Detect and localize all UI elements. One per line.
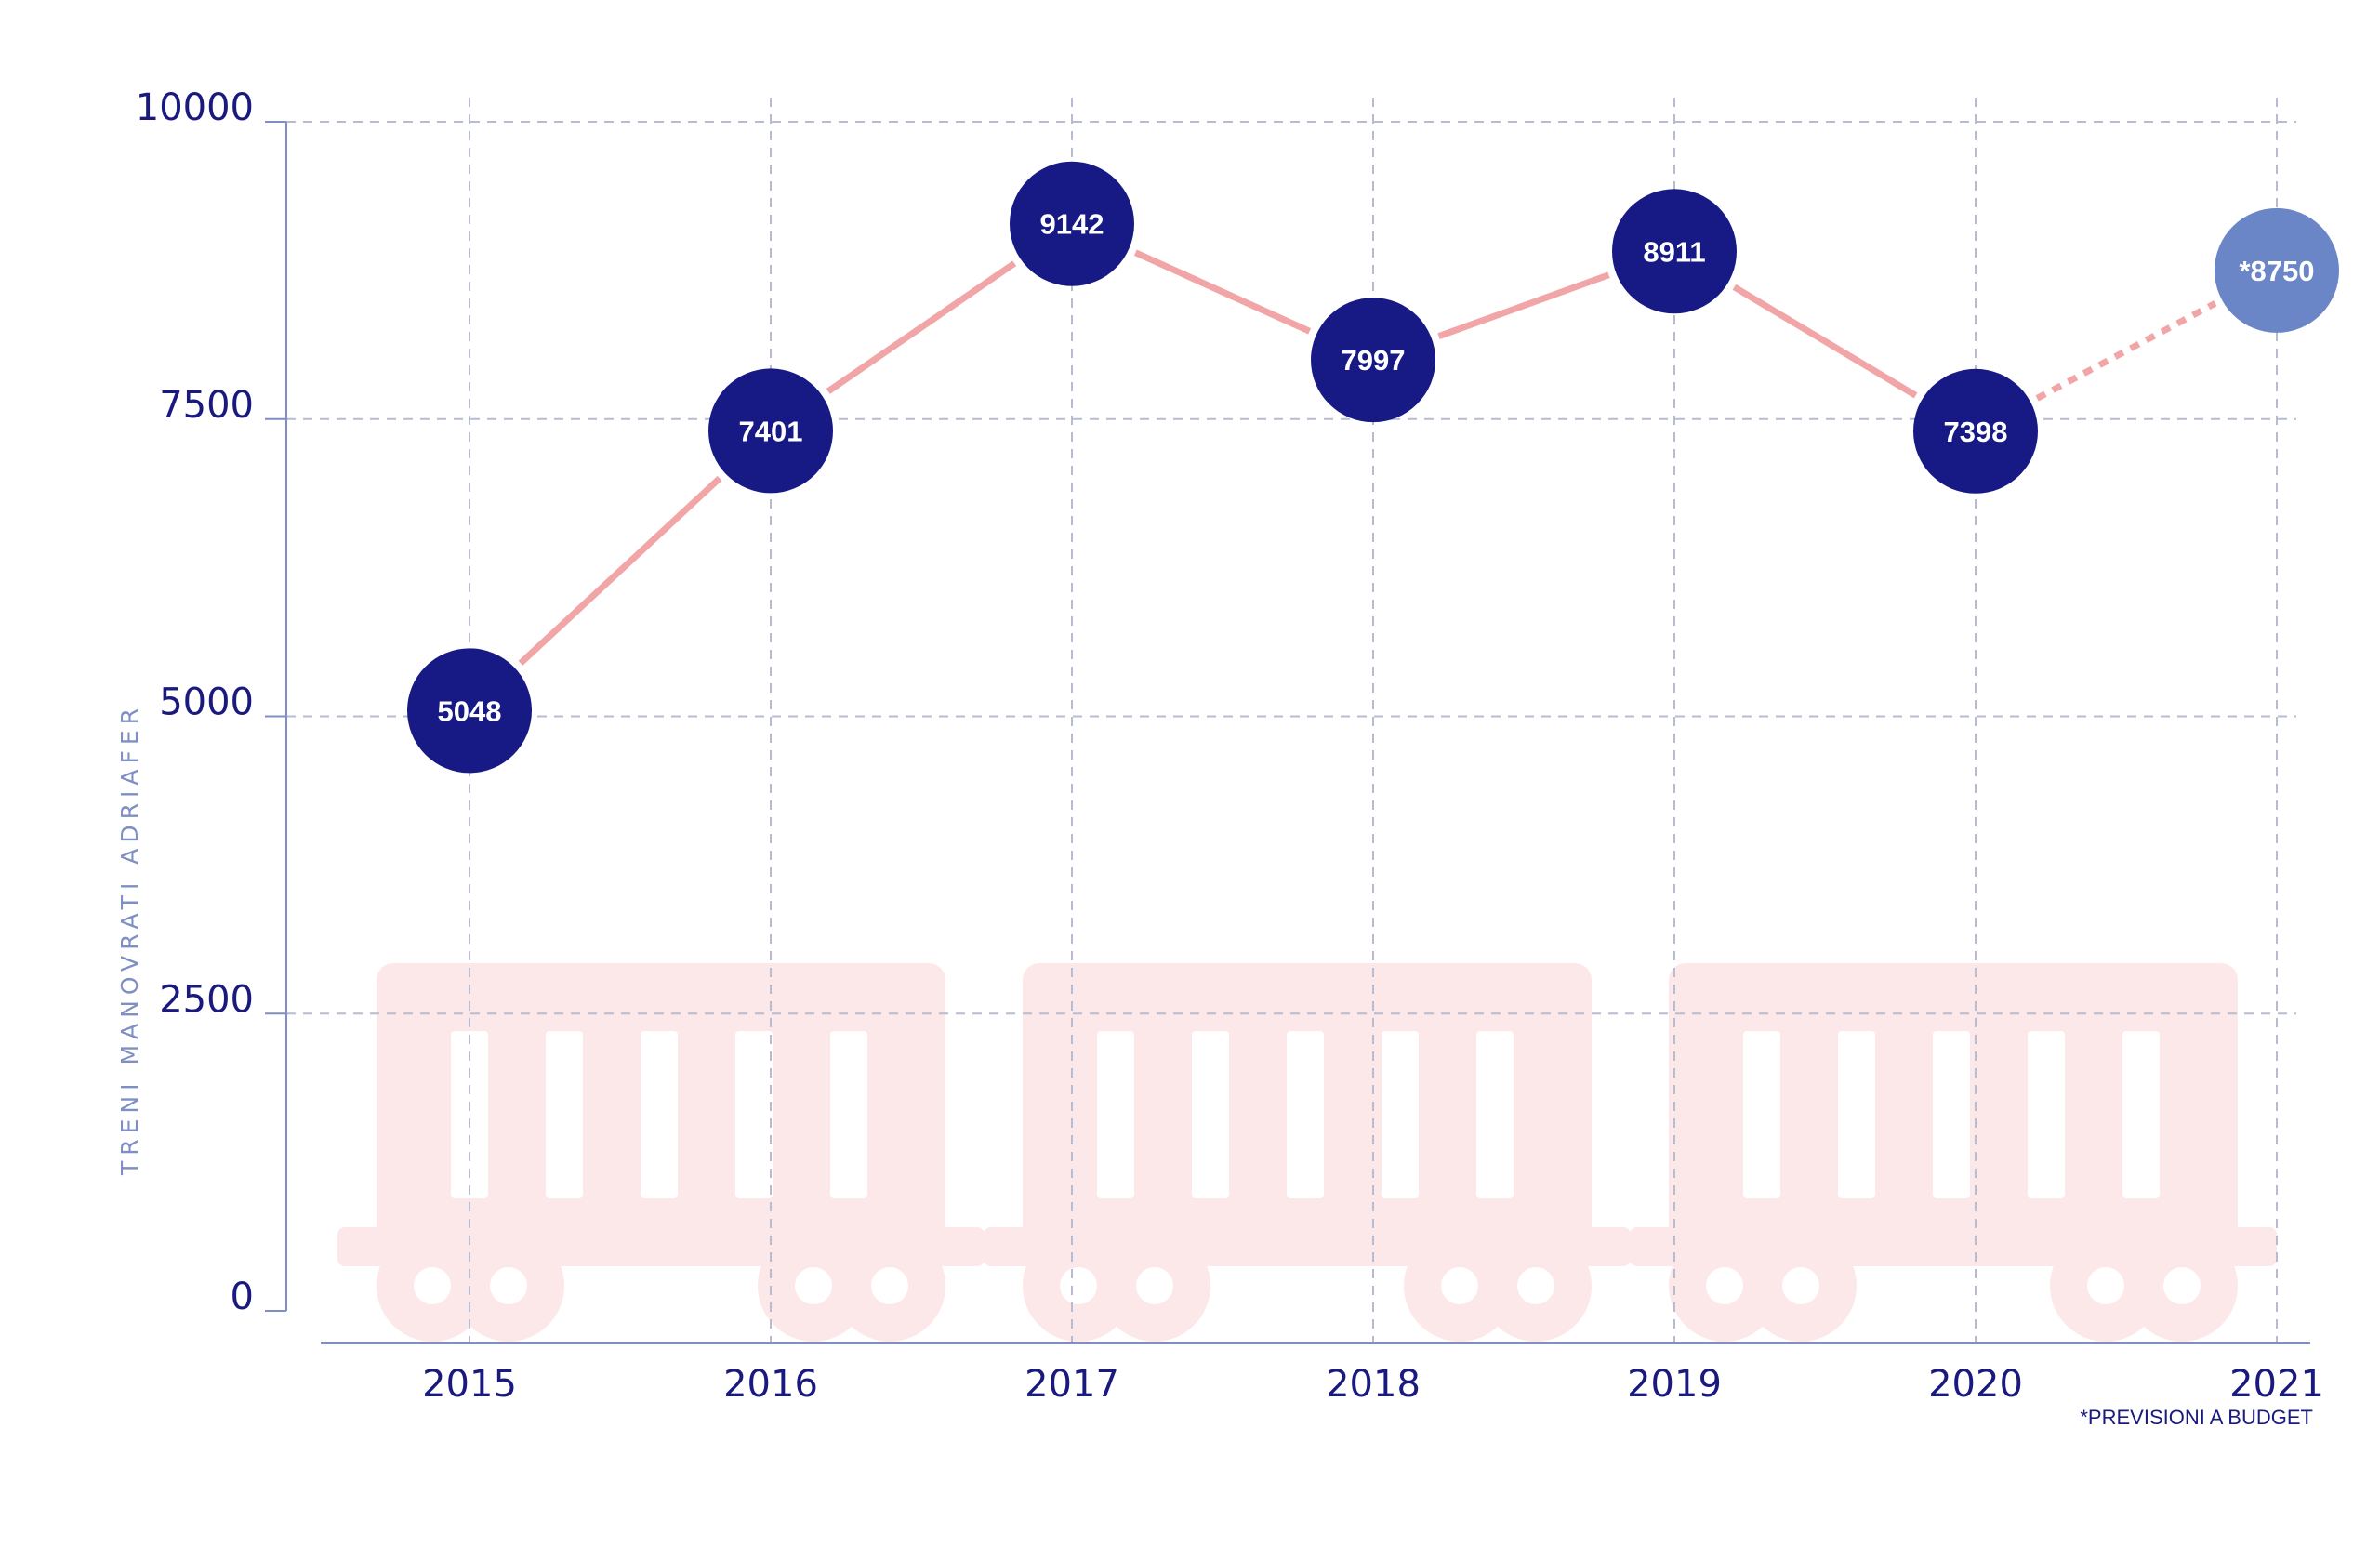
data-label: 8911 — [1643, 235, 1705, 268]
wheel-hub — [414, 1267, 451, 1304]
y-tick-label: 2500 — [159, 978, 254, 1021]
line-segment — [518, 475, 722, 666]
line-segment — [1133, 249, 1312, 335]
wheel-hub — [490, 1267, 527, 1304]
wagon-slat — [1192, 1031, 1229, 1198]
data-label: 7398 — [1944, 416, 2008, 448]
y-axis-label: TRENI MANOVRATI ADRIAFER — [116, 703, 143, 1176]
x-tick-label: 2015 — [422, 1363, 517, 1406]
point-marker — [1612, 189, 1737, 314]
wagon-slat — [1287, 1031, 1324, 1198]
y-tick-label: 0 — [231, 1276, 254, 1318]
wagon — [337, 963, 985, 1342]
wagon-slat — [735, 1031, 773, 1198]
wheel-hub — [1517, 1267, 1554, 1304]
data-label: 9142 — [1040, 208, 1104, 241]
series-line — [518, 249, 2217, 666]
wagon-slat — [1382, 1031, 1419, 1198]
line-segment — [1437, 271, 1610, 340]
point-marker — [1913, 368, 2038, 494]
point-marker — [407, 648, 532, 774]
wagon-slat — [2028, 1031, 2065, 1198]
data-label: *8750 — [2239, 255, 2314, 287]
y-tick-label: 7500 — [159, 384, 254, 427]
line-segment — [1732, 284, 1918, 399]
wheel-hub — [2163, 1267, 2201, 1304]
wagon-slat — [451, 1031, 488, 1198]
wagon-slat — [1097, 1031, 1134, 1198]
wagon-slat — [1838, 1031, 1875, 1198]
wagon-slat — [1743, 1031, 1780, 1198]
forecast-point: *8750 — [2215, 207, 2339, 333]
wheel-hub — [795, 1267, 832, 1304]
data-point: 7398 — [1913, 368, 2038, 494]
wagon-slat — [1476, 1031, 1514, 1198]
wheel-hub — [1060, 1267, 1097, 1304]
footnote: *PREVISIONI A BUDGET — [2080, 1406, 2313, 1429]
wheel-hub — [1441, 1267, 1478, 1304]
data-point: 7997 — [1311, 298, 1435, 423]
data-points: 5048 7401 9142 7997 8911 7398 *8750 — [407, 161, 2339, 774]
wagon-slat — [830, 1031, 867, 1198]
data-label: 5048 — [438, 694, 502, 727]
wheel-hub — [1782, 1267, 1819, 1304]
wagon-slat — [641, 1031, 678, 1198]
x-tick-labels: 2015 2016 2017 2018 2019 2020 2021 — [422, 1363, 2324, 1406]
line-segment — [826, 260, 1017, 394]
x-tick-label: 2021 — [2229, 1363, 2324, 1406]
wheel-hub — [871, 1267, 908, 1304]
wheel-hub — [1706, 1267, 1743, 1304]
x-tick-label: 2020 — [1928, 1363, 2023, 1406]
x-tick-label: 2019 — [1627, 1363, 1722, 1406]
data-point: 9142 — [1010, 161, 1134, 286]
data-label: 7997 — [1342, 344, 1406, 377]
point-marker — [708, 368, 833, 494]
forecast-segment — [2035, 300, 2217, 402]
point-marker — [1311, 298, 1435, 423]
train-illustration — [337, 963, 2277, 1342]
y-tick-label: 10000 — [136, 86, 254, 129]
axes — [265, 121, 2310, 1344]
data-label: 7401 — [739, 415, 803, 447]
data-point: 5048 — [407, 648, 532, 774]
wagon — [1630, 963, 2277, 1342]
data-point: 7401 — [708, 368, 833, 494]
x-tick-label: 2017 — [1025, 1363, 1119, 1406]
y-tick-labels: 0 2500 5000 7500 10000 — [136, 86, 254, 1318]
point-marker — [2215, 207, 2339, 333]
wagon-slat — [2122, 1031, 2160, 1198]
x-tick-label: 2016 — [723, 1363, 818, 1406]
wagon — [984, 963, 1631, 1342]
y-tick-label: 5000 — [159, 681, 254, 724]
wheel-hub — [1136, 1267, 1173, 1304]
data-point: 8911 — [1612, 189, 1737, 314]
x-tick-label: 2018 — [1326, 1363, 1421, 1406]
wagon-slat — [1933, 1031, 1970, 1198]
point-marker — [1010, 161, 1134, 286]
wheel-hub — [2087, 1267, 2124, 1304]
wagon-slat — [546, 1031, 583, 1198]
